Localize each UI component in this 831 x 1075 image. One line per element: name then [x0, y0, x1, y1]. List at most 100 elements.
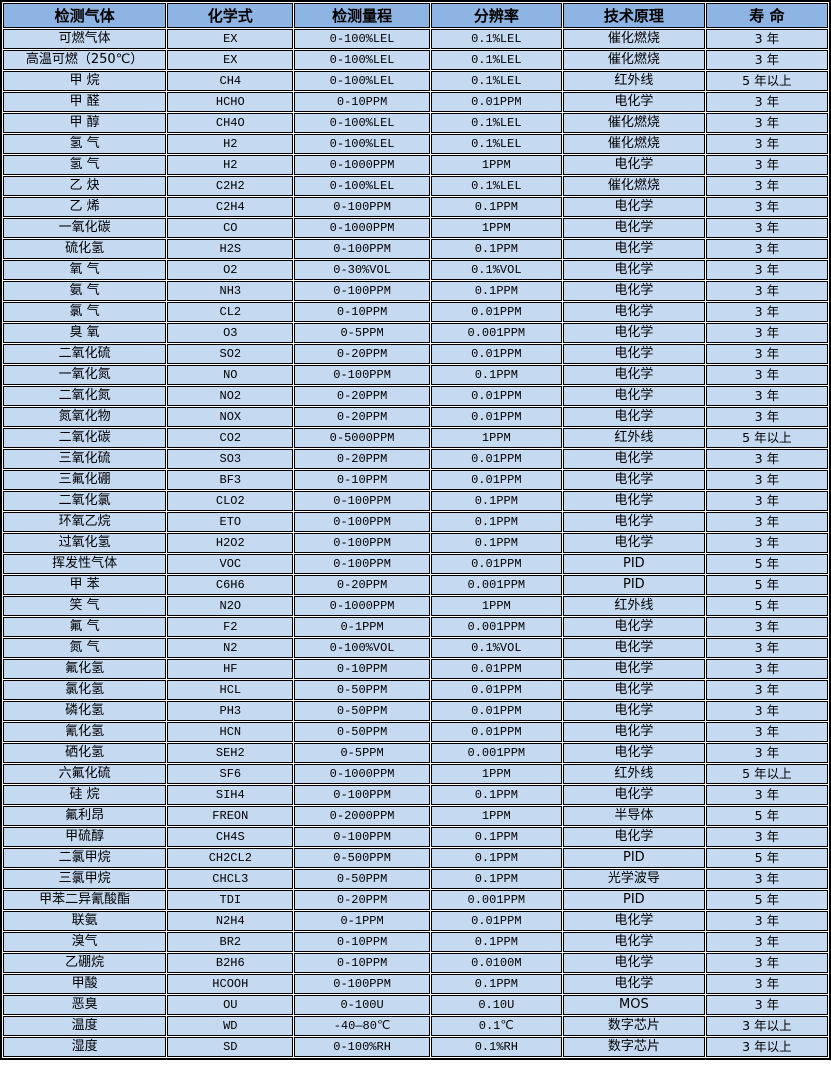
cell-lifespan: 3 年 — [705, 29, 828, 49]
cell-principle: 红外线 — [562, 428, 705, 448]
table-row: 湿度 SD 0-100%RH 0.1%RH 数字芯片 3 年以上 — [3, 1037, 828, 1057]
cell-gas-name: 甲 醇 — [3, 113, 167, 133]
cell-resolution: 0.1%LEL — [430, 134, 562, 154]
table-row: 联氨 N2H4 0-1PPM 0.01PPM 电化学 3 年 — [3, 911, 828, 931]
cell-resolution: 0.01PPM — [430, 680, 562, 700]
cell-gas-name: 温度 — [3, 1016, 167, 1036]
column-header-range: 检测量程 — [294, 3, 430, 28]
cell-resolution: 0.01PPM — [430, 407, 562, 427]
cell-formula: CH4O — [167, 113, 294, 133]
cell-lifespan: 3 年 — [705, 617, 828, 637]
cell-gas-name: 氰化氢 — [3, 722, 167, 742]
cell-range: 0-50PPM — [294, 701, 430, 721]
cell-principle: PID — [562, 575, 705, 595]
cell-lifespan: 5 年 — [705, 848, 828, 868]
cell-lifespan: 3 年 — [705, 701, 828, 721]
table-row: 氯化氢 HCL 0-50PPM 0.01PPM 电化学 3 年 — [3, 680, 828, 700]
cell-formula: NH3 — [167, 281, 294, 301]
cell-principle: 电化学 — [562, 386, 705, 406]
cell-lifespan: 3 年 — [705, 197, 828, 217]
cell-gas-name: 甲 醛 — [3, 92, 167, 112]
cell-lifespan: 5 年 — [705, 575, 828, 595]
cell-lifespan: 3 年 — [705, 827, 828, 847]
cell-range: 0-100%LEL — [294, 50, 430, 70]
cell-resolution: 0.1%LEL — [430, 50, 562, 70]
cell-lifespan: 5 年以上 — [705, 428, 828, 448]
cell-lifespan: 3 年 — [705, 302, 828, 322]
cell-principle: 电化学 — [562, 659, 705, 679]
cell-range: 0-1000PPM — [294, 218, 430, 238]
cell-principle: 电化学 — [562, 197, 705, 217]
cell-lifespan: 3 年以上 — [705, 1037, 828, 1057]
table-row: 臭 氧 O3 0-5PPM 0.001PPM 电化学 3 年 — [3, 323, 828, 343]
cell-gas-name: 湿度 — [3, 1037, 167, 1057]
cell-range: 0-30%VOL — [294, 260, 430, 280]
cell-formula: NO2 — [167, 386, 294, 406]
cell-principle: 电化学 — [562, 449, 705, 469]
cell-resolution: 0.1PPM — [430, 848, 562, 868]
cell-range: 0-1PPM — [294, 617, 430, 637]
cell-range: 0-100PPM — [294, 554, 430, 574]
cell-gas-name: 硫化氢 — [3, 239, 167, 259]
cell-formula: O2 — [167, 260, 294, 280]
table-row: 甲苯二异氰酸酯 TDI 0-20PPM 0.001PPM PID 5 年 — [3, 890, 828, 910]
cell-formula: SO2 — [167, 344, 294, 364]
table-row: 硅 烷 SIH4 0-100PPM 0.1PPM 电化学 3 年 — [3, 785, 828, 805]
cell-resolution: 0.01PPM — [430, 722, 562, 742]
cell-range: 0-20PPM — [294, 344, 430, 364]
cell-principle: PID — [562, 554, 705, 574]
cell-gas-name: 氢 气 — [3, 134, 167, 154]
cell-range: 0-100PPM — [294, 785, 430, 805]
cell-gas-name: 联氨 — [3, 911, 167, 931]
cell-formula: NOX — [167, 407, 294, 427]
cell-formula: C2H2 — [167, 176, 294, 196]
table-row: 甲硫醇 CH4S 0-100PPM 0.1PPM 电化学 3 年 — [3, 827, 828, 847]
cell-gas-name: 氟化氢 — [3, 659, 167, 679]
cell-principle: 电化学 — [562, 470, 705, 490]
cell-principle: 催化燃烧 — [562, 176, 705, 196]
cell-formula: CO — [167, 218, 294, 238]
cell-gas-name: 甲苯二异氰酸酯 — [3, 890, 167, 910]
cell-lifespan: 3 年 — [705, 323, 828, 343]
cell-formula: N2H4 — [167, 911, 294, 931]
cell-formula: BR2 — [167, 932, 294, 952]
cell-formula: HCL — [167, 680, 294, 700]
cell-lifespan: 3 年 — [705, 386, 828, 406]
table-row: 一氧化碳 CO 0-1000PPM 1PPM 电化学 3 年 — [3, 218, 828, 238]
cell-principle: 电化学 — [562, 239, 705, 259]
cell-principle: 电化学 — [562, 533, 705, 553]
cell-formula: WD — [167, 1016, 294, 1036]
cell-gas-name: 臭 氧 — [3, 323, 167, 343]
cell-range: 0-500PPM — [294, 848, 430, 868]
table-row: 氯 气 CL2 0-10PPM 0.01PPM 电化学 3 年 — [3, 302, 828, 322]
cell-principle: 电化学 — [562, 365, 705, 385]
cell-range: 0-2000PPM — [294, 806, 430, 826]
cell-resolution: 0.1%LEL — [430, 71, 562, 91]
table-row: 三氯甲烷 CHCL3 0-50PPM 0.1PPM 光学波导 3 年 — [3, 869, 828, 889]
cell-resolution: 0.1PPM — [430, 827, 562, 847]
cell-gas-name: 氯 气 — [3, 302, 167, 322]
cell-lifespan: 3 年 — [705, 134, 828, 154]
cell-gas-name: 氧 气 — [3, 260, 167, 280]
cell-formula: C6H6 — [167, 575, 294, 595]
cell-range: 0-100%VOL — [294, 638, 430, 658]
cell-range: 0-10PPM — [294, 92, 430, 112]
cell-principle: 电化学 — [562, 407, 705, 427]
cell-gas-name: 甲 苯 — [3, 575, 167, 595]
cell-range: 0-100PPM — [294, 365, 430, 385]
cell-resolution: 0.1℃ — [430, 1016, 562, 1036]
cell-gas-name: 恶臭 — [3, 995, 167, 1015]
cell-gas-name: 甲 烷 — [3, 71, 167, 91]
column-header-resolution: 分辨率 — [430, 3, 562, 28]
table-row: 一氧化氮 NO 0-100PPM 0.1PPM 电化学 3 年 — [3, 365, 828, 385]
cell-principle: PID — [562, 890, 705, 910]
cell-formula: O3 — [167, 323, 294, 343]
cell-principle: 电化学 — [562, 911, 705, 931]
cell-lifespan: 3 年 — [705, 953, 828, 973]
cell-resolution: 0.01PPM — [430, 659, 562, 679]
cell-resolution: 0.01PPM — [430, 911, 562, 931]
cell-formula: C2H4 — [167, 197, 294, 217]
cell-principle: 催化燃烧 — [562, 134, 705, 154]
table-row: 乙 炔 C2H2 0-100%LEL 0.1%LEL 催化燃烧 3 年 — [3, 176, 828, 196]
